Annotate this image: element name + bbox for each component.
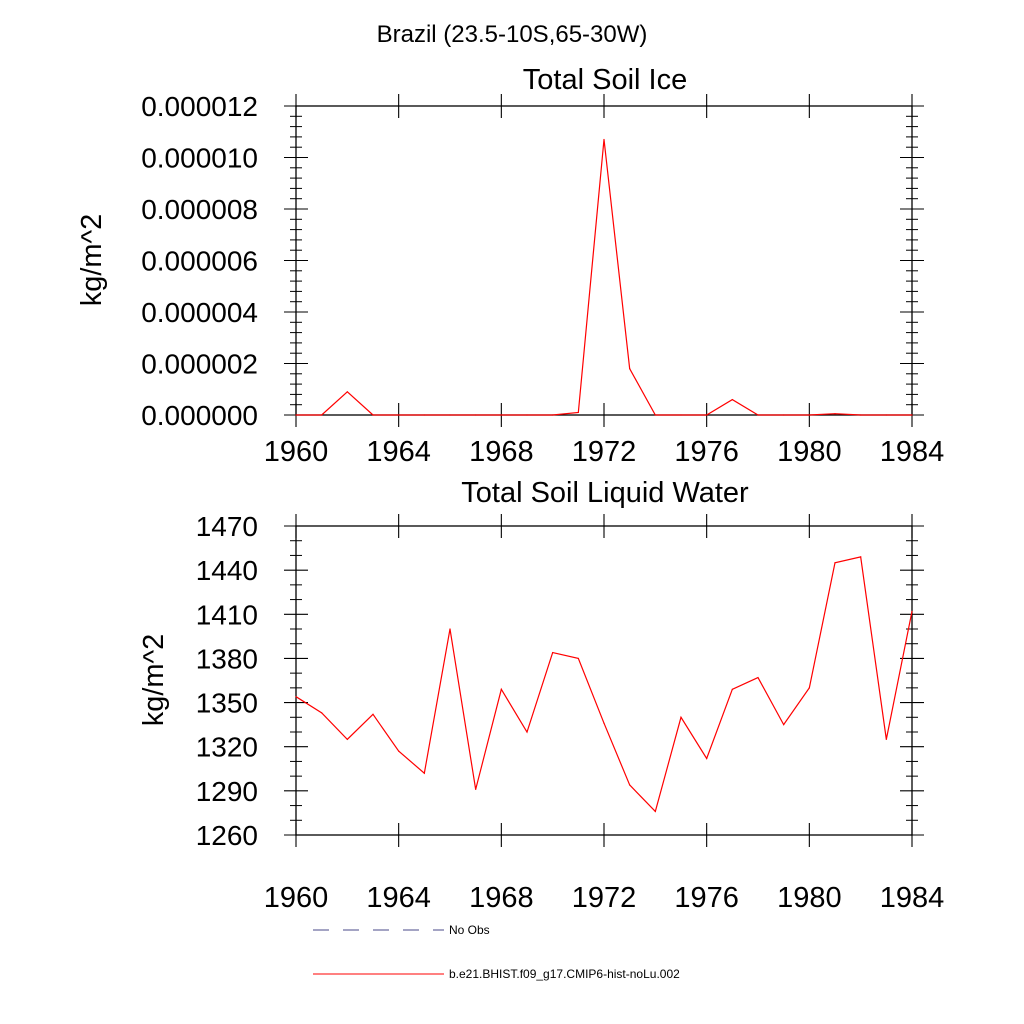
- x-tick-label: 1964: [366, 436, 431, 468]
- y-tick-label: 1260: [196, 820, 258, 851]
- y-tick-label: 0.000006: [141, 246, 258, 277]
- data-point: [860, 556, 862, 558]
- data-point: [475, 788, 477, 790]
- legend-label: No Obs: [449, 923, 490, 937]
- data-point: [321, 712, 323, 714]
- data-point: [526, 731, 528, 733]
- series-marks: [295, 556, 913, 813]
- x-tick-labels: 1960 1964 1968 1972 1976 1980 1984: [264, 882, 945, 914]
- y-axis-label: kg/m^2: [138, 634, 170, 727]
- data-point: [449, 414, 451, 416]
- y-tick-label: 0.000008: [141, 194, 258, 225]
- data-point: [577, 657, 579, 660]
- y-tick-label: 1440: [196, 555, 258, 586]
- x-tick-label: 1984: [880, 436, 945, 468]
- data-point: [757, 414, 759, 416]
- data-point: [911, 610, 913, 612]
- chart-title: Total Soil Ice: [523, 64, 687, 96]
- x-tick-label: 1976: [674, 882, 739, 914]
- data-point: [783, 414, 785, 416]
- data-point: [346, 391, 348, 393]
- y-tick-label: 1470: [196, 511, 258, 542]
- data-point: [706, 757, 708, 760]
- x-tick-label: 1964: [366, 882, 431, 914]
- legend: No Obs b.e21.BHIST.f09_g17.CMIP6-hist-no…: [313, 923, 680, 981]
- legend-label: b.e21.BHIST.f09_g17.CMIP6-hist-noLu.002: [449, 967, 680, 981]
- x-tick-label: 1980: [777, 882, 842, 914]
- y-tick-label: 1410: [196, 599, 258, 630]
- data-point: [731, 398, 733, 401]
- y-tick-label: 0.000012: [141, 91, 258, 122]
- x-tick-label: 1972: [572, 436, 637, 468]
- data-point: [295, 414, 297, 416]
- x-tick-label: 1984: [880, 882, 945, 914]
- y-tick-labels: 1260 1290 1320 1350 1380 1410 1440 1470: [196, 511, 258, 851]
- x-tick-labels: 1960 1964 1968 1972 1976 1980 1984: [264, 436, 945, 468]
- data-point: [372, 414, 374, 416]
- data-point: [552, 414, 554, 416]
- y-tick-label: 0.000002: [141, 349, 258, 380]
- data-point: [680, 414, 682, 416]
- data-point: [475, 414, 477, 416]
- data-point: [423, 772, 425, 774]
- data-point: [706, 414, 708, 416]
- data-point: [500, 414, 502, 416]
- data-point: [629, 784, 631, 786]
- data-point: [808, 414, 810, 416]
- y-tick-label: 0.000010: [141, 143, 258, 174]
- y-tick-label: 1320: [196, 732, 258, 763]
- y-tick-label: 1290: [196, 776, 258, 807]
- data-point: [526, 414, 528, 416]
- y-tick-label: 1380: [196, 643, 258, 674]
- region-title: Brazil (23.5-10S,65-30W): [377, 21, 648, 48]
- data-point: [449, 628, 451, 630]
- data-point: [577, 411, 579, 414]
- y-axis-label: kg/m^2: [76, 214, 108, 307]
- data-point: [834, 413, 836, 415]
- data-point: [654, 414, 656, 416]
- data-point: [654, 810, 656, 813]
- y-tick-label: 0.000000: [141, 400, 258, 431]
- data-point: [346, 738, 348, 740]
- data-point: [885, 414, 887, 416]
- data-point: [398, 414, 400, 416]
- series-marks: [295, 138, 913, 416]
- data-point: [603, 138, 605, 141]
- data-point: [423, 414, 425, 416]
- data-point: [757, 676, 759, 679]
- data-point: [398, 750, 400, 752]
- data-point: [629, 368, 631, 370]
- data-point: [552, 651, 554, 654]
- data-point: [860, 414, 862, 416]
- data-point: [834, 562, 836, 564]
- data-point: [603, 722, 605, 724]
- y-tick-label: 0.000004: [141, 297, 258, 328]
- chart-panel-total-soil-ice: Total Soil Ice kg/m^2 0.0000000.0000020.…: [76, 64, 944, 468]
- y-tick-label: 1350: [196, 688, 258, 719]
- x-tick-label: 1976: [674, 436, 739, 468]
- data-point: [680, 716, 682, 718]
- data-point: [783, 724, 785, 726]
- x-tick-label: 1960: [264, 882, 329, 914]
- x-tick-label: 1960: [264, 436, 329, 468]
- data-point: [731, 688, 733, 690]
- chart-panel-total-soil-liquid-water: Total Soil Liquid Water kg/m^2 126012901…: [138, 477, 944, 914]
- axis-ticks: [284, 514, 924, 847]
- y-tick-labels: 0.000000 0.000002 0.000004 0.000006 0.000008…: [141, 91, 258, 431]
- x-tick-label: 1972: [572, 882, 637, 914]
- x-tick-label: 1968: [469, 882, 534, 914]
- data-point: [295, 696, 297, 698]
- data-point: [321, 414, 323, 416]
- data-point: [885, 738, 887, 740]
- data-point: [372, 713, 374, 715]
- data-point: [911, 414, 913, 416]
- data-point: [808, 687, 810, 689]
- chart-title: Total Soil Liquid Water: [461, 477, 749, 509]
- data-point: [500, 688, 502, 690]
- x-tick-label: 1980: [777, 436, 842, 468]
- x-tick-label: 1968: [469, 436, 534, 468]
